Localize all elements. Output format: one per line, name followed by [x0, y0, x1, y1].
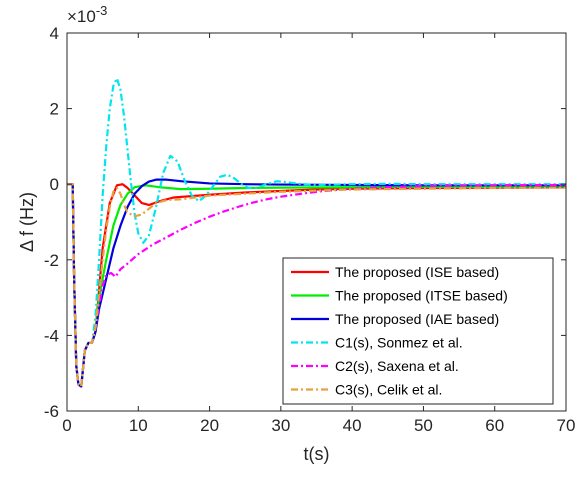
x-tick-label: 20 [200, 416, 219, 435]
x-tick-label: 0 [62, 416, 71, 435]
x-axis-label: t(s) [304, 444, 330, 464]
legend-entry: C1(s), Sonmez et al. [335, 335, 463, 351]
legend-entry: The proposed (ISE based) [335, 264, 499, 280]
y-tick-label: -6 [44, 402, 59, 421]
series-line-6 [67, 183, 567, 388]
legend-entry: C2(s), Saxena et al. [335, 358, 459, 374]
legend: The proposed (ISE based) The proposed (IT… [282, 257, 554, 405]
x-tick-label: 60 [485, 416, 504, 435]
y-tick-label: 4 [50, 24, 59, 43]
y-axis-label: Δ f (Hz) [17, 192, 37, 252]
y-tick-label: 0 [50, 175, 59, 194]
y-tick-label: 2 [50, 100, 59, 119]
plot-frame [66, 32, 567, 412]
y-tick-label: -2 [44, 251, 59, 270]
series-line-5 [67, 183, 567, 388]
exponent-base: ×10 [67, 7, 96, 26]
x-tick-label: 10 [129, 416, 148, 435]
legend-entry: C3(s), Celik et al. [335, 382, 442, 398]
legend-entry: The proposed (ITSE based) [335, 288, 508, 304]
plot-series-group [67, 77, 567, 388]
x-tick-label: 70 [557, 416, 576, 435]
legend-entry: The proposed (IAE based) [335, 311, 499, 327]
y-tick-label: -4 [44, 326, 59, 345]
x-axis-ticks: 0 10 20 30 40 50 60 70 [62, 33, 575, 435]
x-tick-label: 50 [414, 416, 433, 435]
x-tick-label: 30 [271, 416, 290, 435]
legend-box [282, 257, 554, 405]
x-tick-label: 40 [343, 416, 362, 435]
exponent-power: -3 [96, 3, 108, 18]
y-axis-exponent: ×10-3 [67, 3, 107, 26]
y-axis-ticks: -6 -4 -2 0 2 4 [44, 24, 566, 421]
